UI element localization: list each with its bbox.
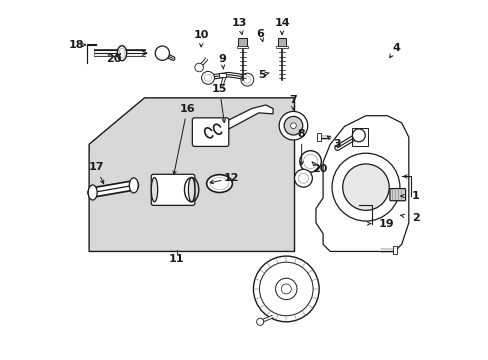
Polygon shape bbox=[194, 105, 272, 138]
Text: 11: 11 bbox=[168, 253, 184, 264]
Text: 19: 19 bbox=[378, 219, 393, 229]
Circle shape bbox=[299, 151, 321, 172]
FancyBboxPatch shape bbox=[237, 46, 248, 48]
Circle shape bbox=[259, 262, 312, 316]
Text: 1: 1 bbox=[411, 191, 419, 201]
Text: 17: 17 bbox=[88, 162, 104, 172]
Circle shape bbox=[253, 256, 319, 322]
Text: 20: 20 bbox=[311, 164, 326, 174]
Text: 10: 10 bbox=[194, 30, 209, 40]
Circle shape bbox=[290, 123, 296, 129]
FancyBboxPatch shape bbox=[238, 38, 246, 46]
Text: 5: 5 bbox=[257, 69, 265, 80]
Text: 13: 13 bbox=[232, 18, 247, 28]
Text: 20: 20 bbox=[106, 54, 122, 64]
Ellipse shape bbox=[188, 177, 194, 202]
Circle shape bbox=[281, 284, 291, 294]
Ellipse shape bbox=[117, 46, 126, 61]
Text: 7: 7 bbox=[288, 95, 296, 105]
Ellipse shape bbox=[129, 178, 138, 193]
Circle shape bbox=[331, 153, 399, 221]
FancyBboxPatch shape bbox=[192, 118, 228, 147]
FancyBboxPatch shape bbox=[276, 46, 287, 48]
Circle shape bbox=[194, 63, 203, 72]
FancyBboxPatch shape bbox=[316, 133, 320, 141]
Circle shape bbox=[298, 173, 308, 183]
Ellipse shape bbox=[151, 177, 157, 202]
Circle shape bbox=[201, 71, 214, 84]
Polygon shape bbox=[315, 116, 408, 251]
Circle shape bbox=[275, 278, 296, 300]
FancyBboxPatch shape bbox=[389, 189, 405, 201]
Circle shape bbox=[342, 164, 388, 210]
FancyBboxPatch shape bbox=[277, 38, 285, 46]
Ellipse shape bbox=[206, 175, 232, 193]
Text: 12: 12 bbox=[223, 173, 239, 183]
Circle shape bbox=[284, 116, 302, 135]
Text: 9: 9 bbox=[218, 54, 226, 64]
Ellipse shape bbox=[119, 48, 124, 58]
Text: 8: 8 bbox=[297, 129, 305, 139]
Circle shape bbox=[352, 129, 365, 142]
Ellipse shape bbox=[210, 177, 228, 190]
Circle shape bbox=[303, 154, 317, 168]
Text: 3: 3 bbox=[332, 139, 340, 149]
Text: 16: 16 bbox=[179, 104, 195, 113]
Ellipse shape bbox=[88, 185, 97, 200]
Text: 18: 18 bbox=[69, 40, 84, 50]
Text: 15: 15 bbox=[211, 84, 227, 94]
Text: 6: 6 bbox=[256, 28, 264, 39]
FancyBboxPatch shape bbox=[151, 174, 194, 205]
Circle shape bbox=[155, 46, 169, 60]
Text: 14: 14 bbox=[274, 18, 289, 28]
FancyBboxPatch shape bbox=[393, 246, 396, 253]
Circle shape bbox=[256, 318, 263, 325]
Circle shape bbox=[244, 76, 250, 83]
Bar bbox=[351, 128, 367, 146]
Circle shape bbox=[204, 74, 211, 81]
Circle shape bbox=[294, 169, 312, 187]
Text: 4: 4 bbox=[391, 43, 400, 53]
FancyBboxPatch shape bbox=[218, 73, 225, 77]
Circle shape bbox=[279, 111, 307, 140]
Polygon shape bbox=[89, 98, 294, 251]
Text: 2: 2 bbox=[411, 212, 419, 222]
Circle shape bbox=[241, 73, 253, 86]
